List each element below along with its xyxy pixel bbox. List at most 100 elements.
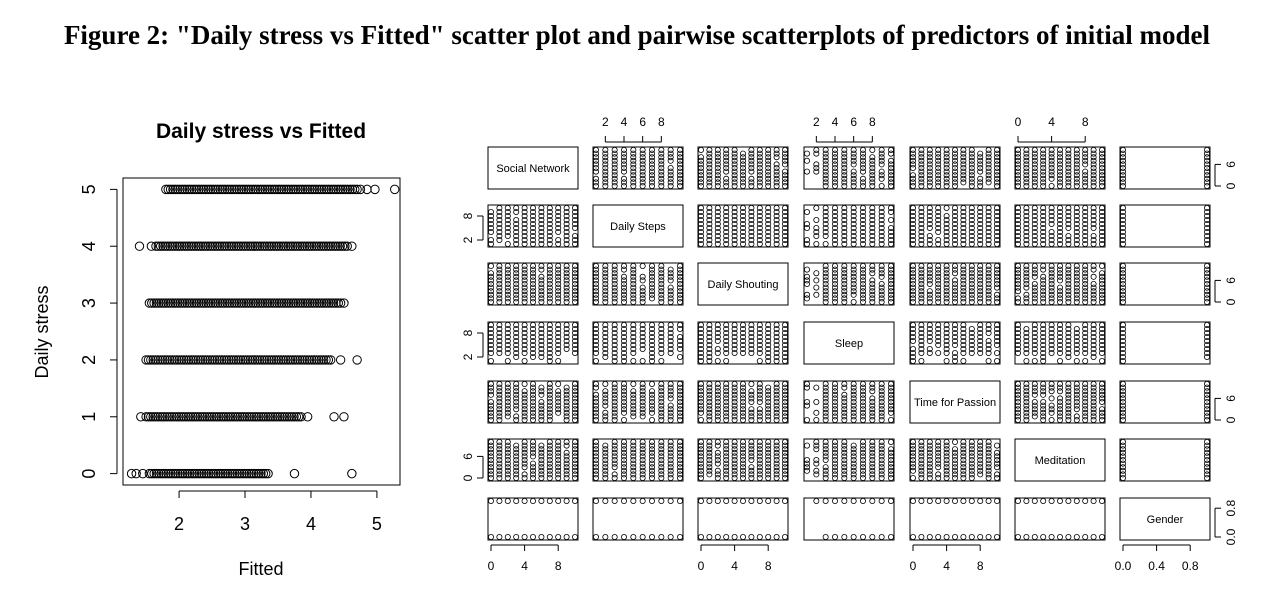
pairs-scatter-cell-0-6 [1119,146,1211,190]
pairs-point [602,402,609,409]
pairs-point [822,449,829,456]
pairs-point [804,236,811,243]
pairs-point [630,295,637,302]
pairs-point [888,236,895,243]
pairs-point [593,456,600,463]
pairs-point [850,280,857,287]
pairs-point [1120,220,1127,227]
pairs-point [538,333,545,340]
pairs-point [756,179,763,186]
pairs-point [677,154,684,161]
pairs-point [740,204,747,211]
scatter-point [295,241,305,251]
pairs-point [658,325,665,332]
pairs-point [555,395,562,402]
pairs-point [1065,534,1072,541]
pairs-point [593,321,600,328]
pairs-point [869,449,876,456]
pairs-point [513,413,520,420]
pairs-variable-label: Daily Shouting [708,279,779,291]
pairs-point [563,333,570,340]
pairs-point [910,182,917,189]
pairs-point [555,262,562,269]
pairs-point [504,349,511,356]
pairs-point [841,154,848,161]
pairs-point [706,175,713,182]
pairs-point [1082,295,1089,302]
pairs-point [487,446,494,453]
pairs-point [538,208,545,215]
pairs-point [740,321,747,328]
pairs-point [602,157,609,164]
pairs-point [698,467,705,474]
scatter-point [174,355,184,365]
scatter-point [206,468,216,479]
pairs-cell-frame [697,262,789,306]
pairs-point [910,270,917,277]
pairs-point [850,232,857,239]
pairs-point [1031,298,1038,305]
pairs-point [765,232,772,239]
pairs-point [977,349,984,356]
pairs-point [621,298,628,305]
pairs-point [630,175,637,182]
pairs-point [832,284,839,291]
pairs-point [1065,224,1072,231]
pairs-point [1082,349,1089,356]
pairs-point [649,284,656,291]
pairs-point [630,284,637,291]
pairs-point [740,240,747,247]
scatter-point [370,184,380,195]
pairs-point [935,337,942,344]
pairs-point [773,497,780,504]
pairs-point [521,204,528,211]
scatter-point [260,184,270,195]
pairs-point [1082,182,1089,189]
pairs-cell-frame [1014,204,1106,248]
pairs-point [621,150,628,157]
pairs-point [813,161,820,168]
pairs-point [918,204,925,211]
pairs-point [504,406,511,413]
pairs-point [1099,212,1106,219]
pairs-point [952,453,959,460]
pairs-point [740,236,747,243]
pairs-point [1065,161,1072,168]
pairs-point [639,534,646,541]
pairs-point [860,284,867,291]
pairs-point [869,460,876,467]
pairs-point [765,395,772,402]
pairs-point [602,298,609,305]
pairs-point [563,384,570,391]
pairs-point [1204,266,1211,273]
pairs-point [1073,288,1080,295]
pairs-point [602,446,609,453]
pairs-point [748,146,755,153]
pairs-point [994,179,1001,186]
pairs-point [918,175,925,182]
pairs-point [504,298,511,305]
pairs-point [822,288,829,295]
pairs-point [832,416,839,423]
pairs-point [714,409,721,416]
pairs-point [1015,325,1022,332]
pairs-right-tick-label: 6 [1224,395,1238,402]
pairs-point [968,295,975,302]
pairs-scatter-cell-1-4 [909,204,1001,248]
pairs-point [538,416,545,423]
pairs-point [630,179,637,186]
pairs-point [952,157,959,164]
pairs-point [748,471,755,478]
pairs-point [731,497,738,504]
pairs-point [731,161,738,168]
pairs-point [513,224,520,231]
scatter-point [157,412,168,422]
scatter-point [350,184,360,195]
pairs-point [1023,409,1030,416]
pairs-point [630,341,637,348]
pairs-point [943,345,950,352]
pairs-point [943,232,950,239]
pairs-point [593,395,600,402]
pairs-point [504,208,511,215]
pairs-point [1057,154,1064,161]
